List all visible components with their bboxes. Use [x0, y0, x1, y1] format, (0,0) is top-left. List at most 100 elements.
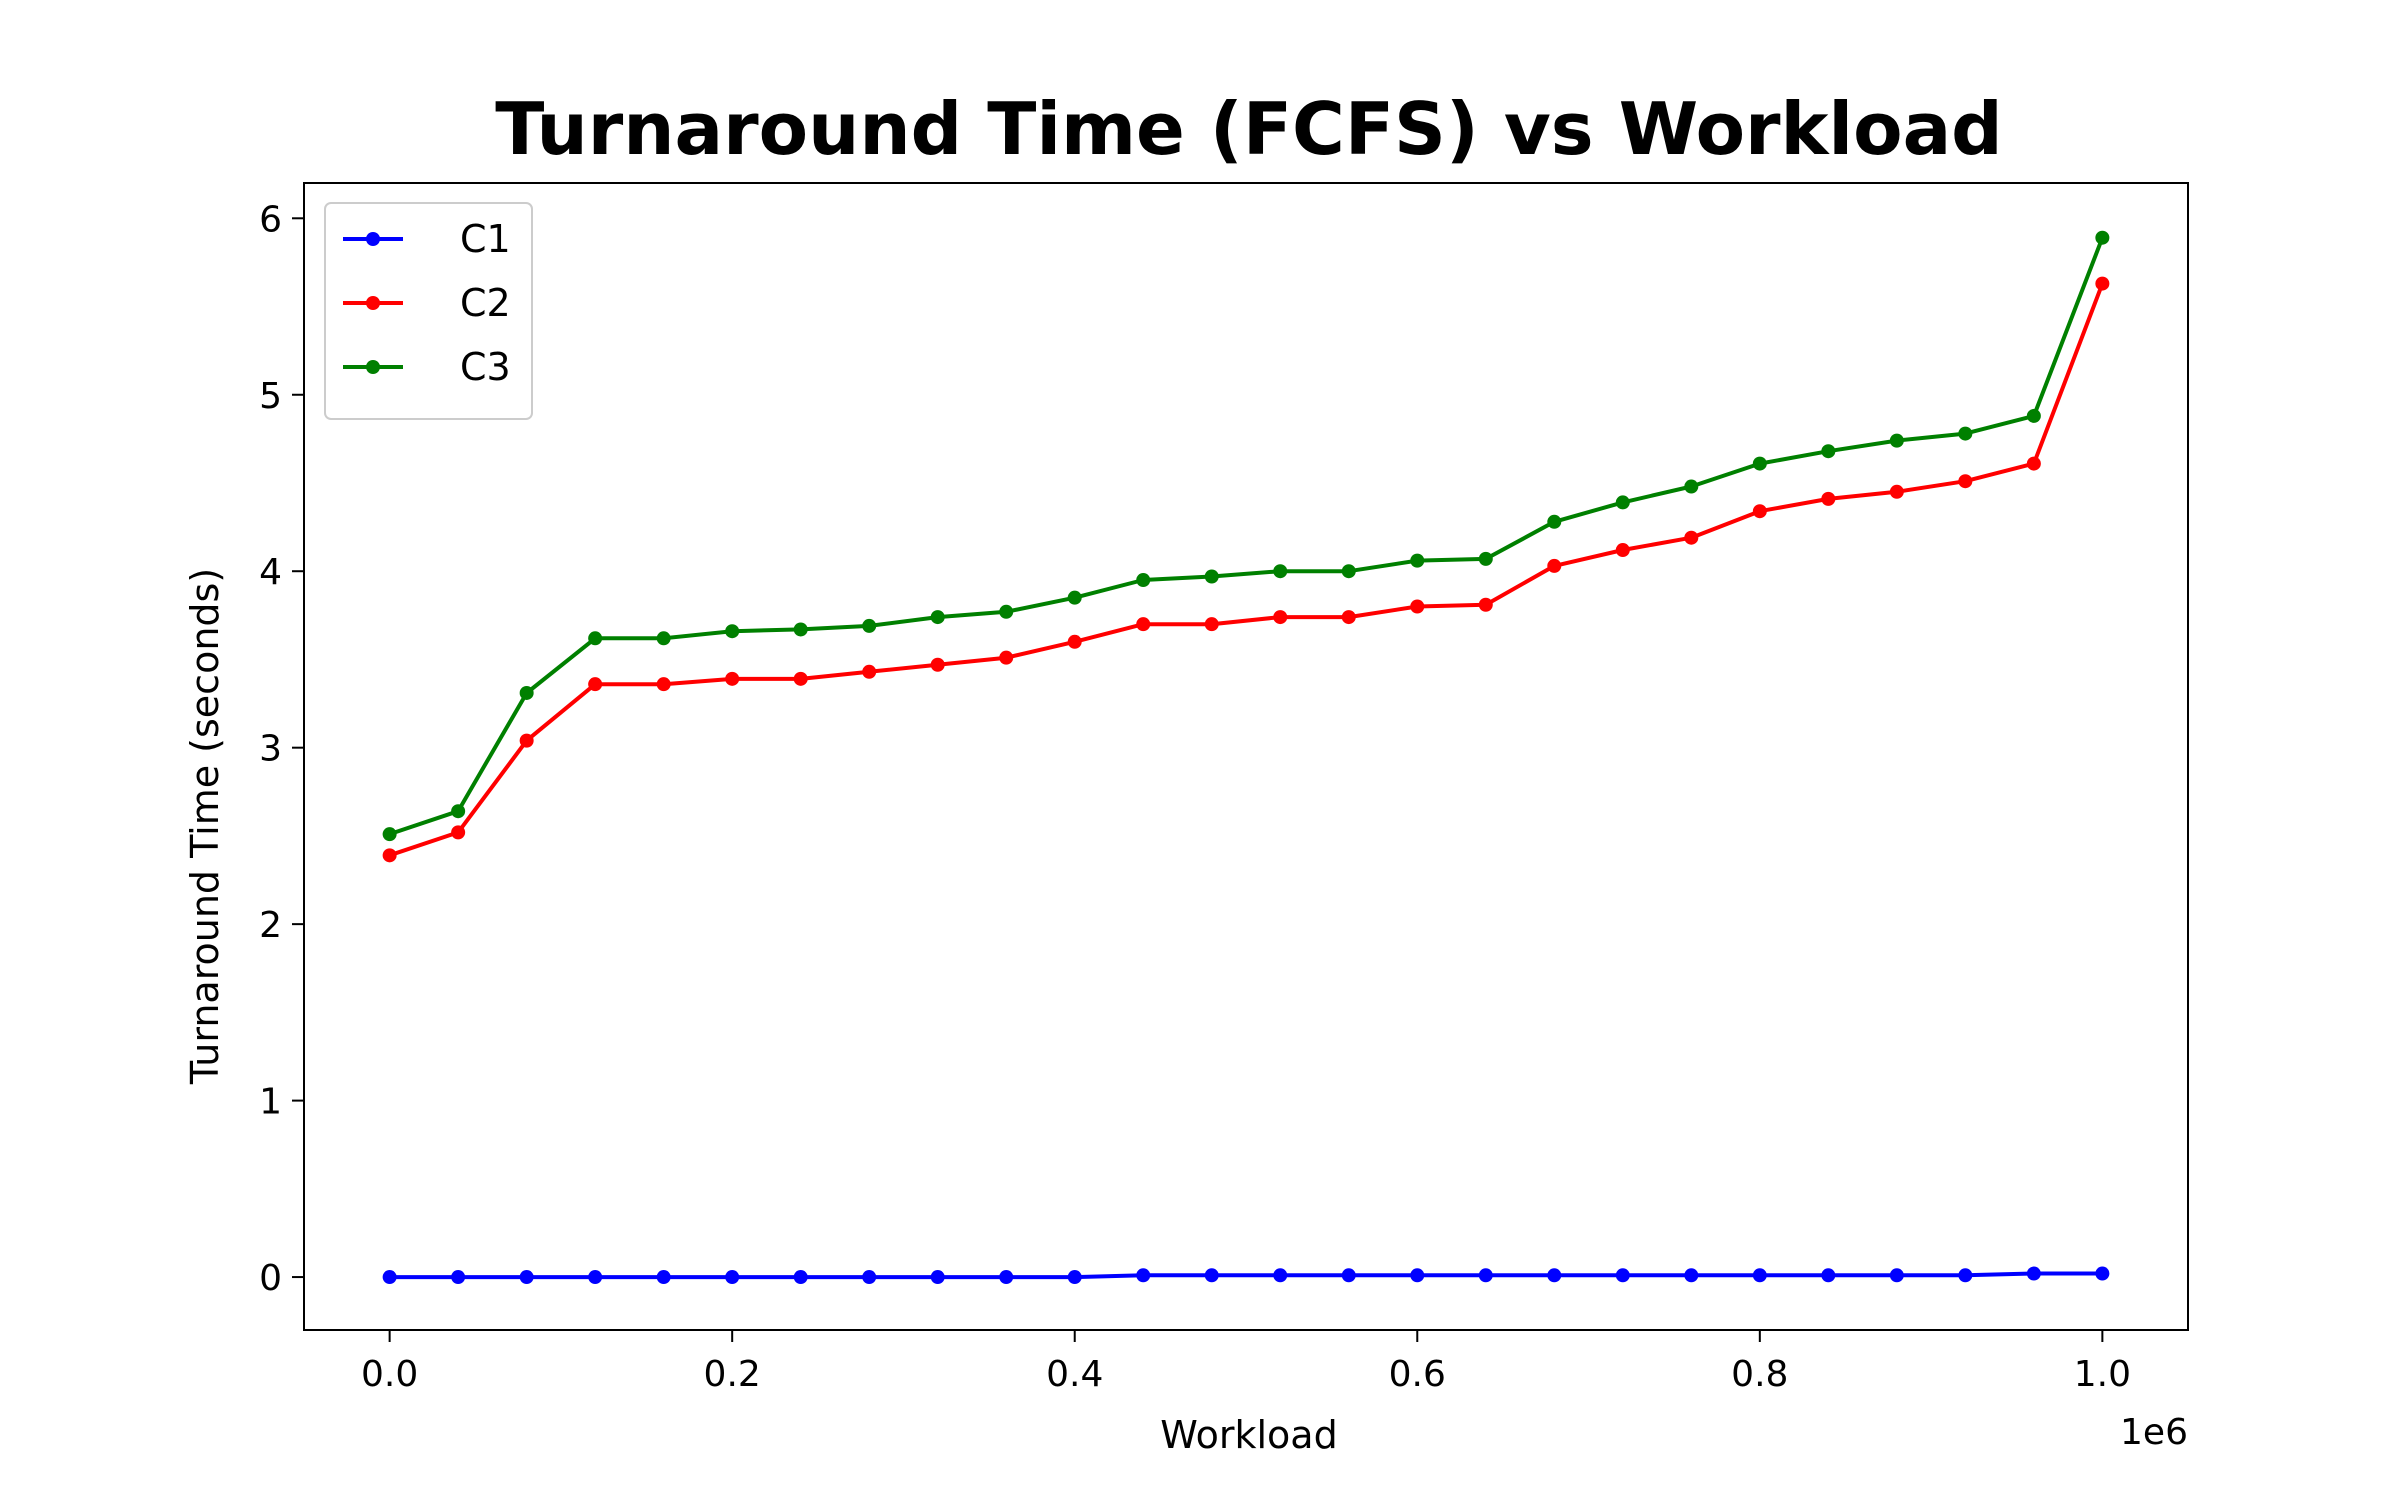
legend-marker	[366, 232, 380, 246]
data-point	[1889, 1268, 1904, 1283]
x-tick-label: 0.4	[1046, 1354, 1103, 1395]
legend-marker	[366, 360, 380, 374]
data-point	[1615, 1268, 1630, 1283]
data-point	[999, 604, 1014, 619]
legend-item: C3	[343, 345, 511, 389]
series-line	[388, 236, 2105, 836]
data-point	[1958, 426, 1973, 441]
x-tick-label: 0.0	[361, 1354, 418, 1395]
data-point	[2026, 408, 2041, 423]
data-point	[1752, 504, 1767, 519]
data-point	[1204, 617, 1219, 632]
series-c1	[382, 1266, 2110, 1285]
data-point	[451, 825, 466, 840]
data-point	[1684, 1268, 1699, 1283]
data-point	[1615, 543, 1630, 558]
data-point	[656, 631, 671, 646]
data-point	[2026, 456, 2041, 471]
y-tick-label: 4	[259, 552, 282, 593]
data-point	[1410, 1268, 1425, 1283]
data-point	[725, 671, 740, 686]
data-point	[1821, 491, 1836, 506]
data-point	[1615, 495, 1630, 510]
data-point	[1478, 597, 1493, 612]
data-point	[519, 733, 534, 748]
series-c2	[382, 276, 2110, 863]
data-point	[862, 1270, 877, 1285]
data-point	[793, 671, 808, 686]
data-point	[382, 848, 397, 863]
x-offset-label: 1e6	[2120, 1412, 2188, 1453]
data-point	[930, 610, 945, 625]
data-point	[1136, 573, 1151, 588]
y-axis: 0 1 2 3 4 5 6	[259, 199, 304, 1299]
data-point	[1958, 1268, 1973, 1283]
data-point	[793, 1270, 808, 1285]
data-point	[1821, 444, 1836, 459]
data-point	[588, 631, 603, 646]
y-axis-label: Turnaround Time (seconds)	[183, 568, 227, 1085]
data-point	[999, 650, 1014, 665]
series-line	[389, 1271, 2103, 1280]
x-tick-label: 0.8	[1731, 1354, 1788, 1395]
x-tick-label: 0.6	[1389, 1354, 1446, 1395]
legend-item: C1	[343, 217, 511, 261]
y-tick-label: 3	[259, 729, 282, 770]
data-point	[1752, 456, 1767, 471]
data-point	[1821, 1268, 1836, 1283]
data-point	[1341, 564, 1356, 579]
data-point	[382, 1270, 397, 1285]
data-point	[1889, 433, 1904, 448]
data-point	[519, 685, 534, 700]
data-point	[588, 677, 603, 692]
data-point	[2095, 276, 2110, 291]
data-point	[1067, 634, 1082, 649]
data-point	[1067, 590, 1082, 605]
data-point	[1273, 1268, 1288, 1283]
data-point	[862, 664, 877, 679]
data-point	[1684, 530, 1699, 545]
data-point	[1136, 1268, 1151, 1283]
data-point	[656, 1270, 671, 1285]
y-tick-label: 1	[259, 1082, 282, 1123]
y-tick-label: 2	[259, 905, 282, 946]
data-point	[725, 624, 740, 639]
chart-title: Turnaround Time (FCFS) vs Workload	[495, 87, 2002, 171]
data-point	[1136, 617, 1151, 632]
legend-label: C1	[460, 217, 511, 261]
data-point	[725, 1270, 740, 1285]
data-point	[930, 657, 945, 672]
data-point	[1478, 1268, 1493, 1283]
data-point	[793, 622, 808, 637]
y-tick-label: 6	[259, 199, 282, 240]
data-point	[1067, 1270, 1082, 1285]
data-point	[1478, 551, 1493, 566]
legend-marker	[366, 296, 380, 310]
data-point	[451, 804, 466, 819]
plot-area	[382, 230, 2110, 1285]
data-point	[1958, 474, 1973, 489]
data-point	[999, 1270, 1014, 1285]
data-point	[1684, 479, 1699, 494]
data-point	[656, 677, 671, 692]
plot-frame	[303, 182, 2189, 1331]
x-axis: 0.0 0.2 0.4 0.6 0.8 1.0	[361, 1330, 2131, 1395]
data-point	[862, 618, 877, 633]
data-point	[519, 1270, 534, 1285]
data-point	[930, 1270, 945, 1285]
x-tick-label: 0.2	[704, 1354, 761, 1395]
data-point	[2026, 1266, 2041, 1281]
data-point	[588, 1270, 603, 1285]
data-point	[1410, 553, 1425, 568]
data-point	[1410, 599, 1425, 614]
data-point	[1341, 610, 1356, 625]
series-line	[388, 282, 2105, 858]
data-point	[1204, 1268, 1219, 1283]
data-point	[1204, 569, 1219, 584]
series-c3	[382, 230, 2110, 842]
data-point	[382, 827, 397, 842]
legend: C1 C2 C3	[324, 202, 533, 420]
data-point	[451, 1270, 466, 1285]
data-point	[1752, 1268, 1767, 1283]
